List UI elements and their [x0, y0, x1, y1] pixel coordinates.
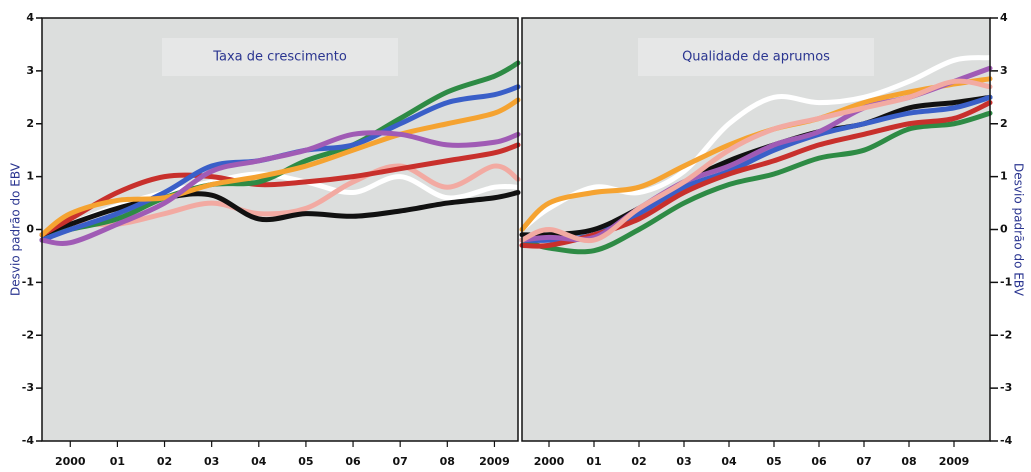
y-tick-label: 2 [26, 117, 34, 130]
y-tick-label: 3 [1000, 64, 1008, 77]
plot-border [41, 17, 519, 442]
x-tick-label: 02 [631, 455, 646, 468]
x-tick-label: 07 [856, 455, 871, 468]
series-line [39, 130, 521, 246]
y-tick-label: 4 [1000, 11, 1008, 24]
y-tick-label: 4 [26, 11, 34, 24]
y-tick-label: -3 [22, 381, 34, 394]
series-line [519, 110, 993, 255]
x-tick-label: 06 [811, 455, 827, 468]
y-tick-label: 1 [1000, 170, 1008, 183]
y-tick-label: 0 [1000, 223, 1008, 236]
x-tick-label: 01 [110, 455, 125, 468]
x-tick-label: 2000 [55, 455, 86, 468]
y-tick-label: 0 [26, 223, 34, 236]
x-tick-label: 05 [298, 455, 313, 468]
x-tick-label: 02 [157, 455, 172, 468]
panel-title: Taxa de crescimento [212, 50, 347, 65]
x-tick-label: 05 [766, 455, 781, 468]
y-tick-label: -2 [22, 328, 34, 341]
x-tick-label: 03 [676, 455, 691, 468]
series-line [519, 55, 993, 232]
x-tick-label: 2009 [479, 455, 510, 468]
y-tick-label: -3 [1000, 381, 1012, 394]
title-box [162, 38, 398, 76]
x-tick-label: 01 [586, 455, 601, 468]
y-tick-label: 2 [1000, 117, 1008, 130]
y-tick-label: -4 [1000, 434, 1013, 447]
x-tick-label: 08 [901, 455, 916, 468]
x-tick-label: 06 [345, 455, 361, 468]
title-box [638, 38, 874, 76]
y-tick-label: -2 [1000, 328, 1012, 341]
plot-area [42, 18, 518, 441]
y-axis-label: Desvio padrão do EBV [9, 162, 23, 296]
series-line [519, 78, 993, 244]
plot-border [521, 17, 991, 442]
y-axis-label: Desvio padrão do EBV [1012, 163, 1026, 297]
x-tick-label: 2000 [534, 455, 565, 468]
series-line [39, 189, 521, 238]
panel-title: Qualidade de aprumos [682, 50, 830, 65]
y-tick-label: -4 [22, 434, 35, 447]
y-tick-label: -1 [1000, 275, 1012, 288]
y-tick-label: 1 [26, 170, 34, 183]
y-tick-label: 3 [26, 64, 34, 77]
x-tick-label: 04 [251, 455, 267, 468]
series-line [519, 94, 993, 238]
x-tick-label: 2009 [939, 455, 970, 468]
x-tick-label: 04 [721, 455, 737, 468]
x-tick-label: 07 [393, 455, 408, 468]
series-line [39, 97, 521, 238]
y-tick-label: -1 [22, 275, 34, 288]
series-line [39, 142, 521, 238]
x-tick-label: 08 [440, 455, 455, 468]
x-tick-label: 03 [204, 455, 219, 468]
